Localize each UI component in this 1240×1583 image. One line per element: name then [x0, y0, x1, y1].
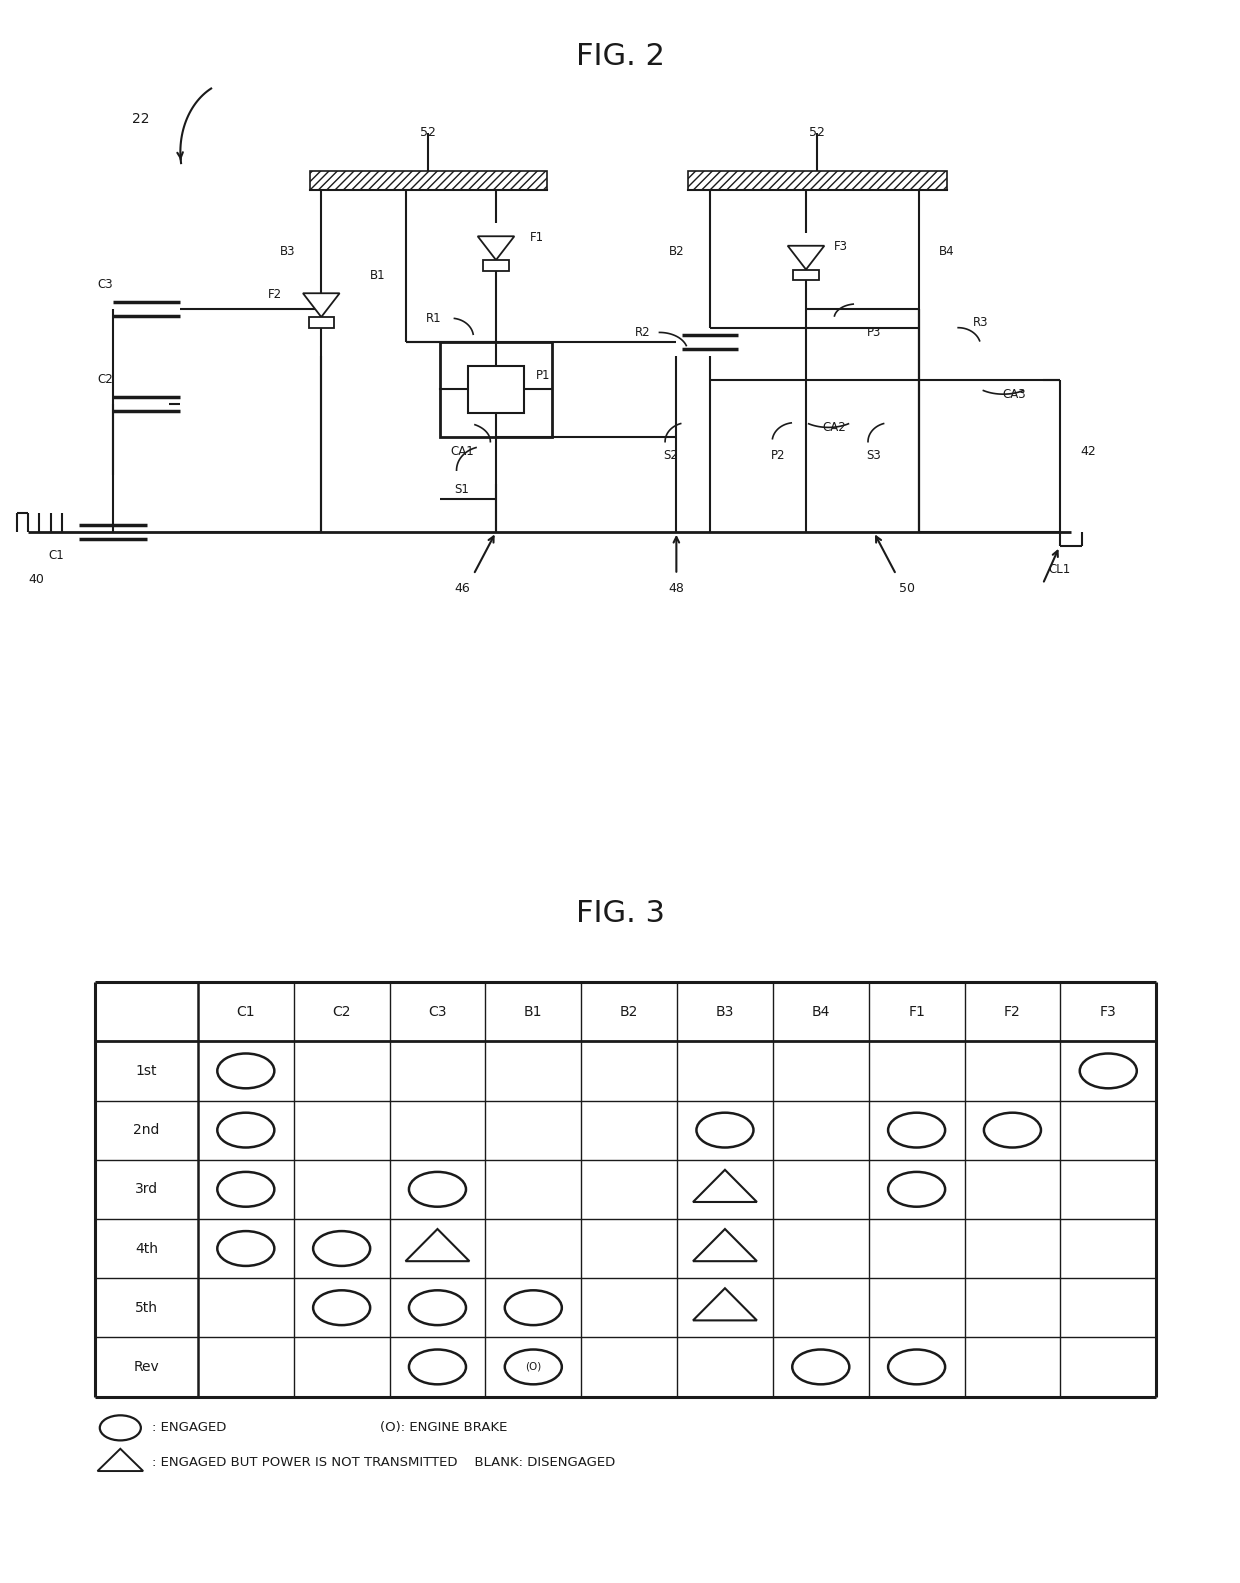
Text: : ENGAGED BUT POWER IS NOT TRANSMITTED    BLANK: DISENGAGED: : ENGAGED BUT POWER IS NOT TRANSMITTED B…: [153, 1456, 615, 1469]
Text: 42: 42: [1080, 445, 1096, 457]
Text: 50: 50: [899, 583, 915, 595]
Text: FIG. 3: FIG. 3: [575, 899, 665, 928]
Text: (O): (O): [526, 1361, 542, 1372]
Bar: [484, 260, 508, 271]
Text: B1: B1: [525, 1005, 543, 1019]
Text: R3: R3: [973, 317, 988, 329]
Polygon shape: [787, 245, 825, 269]
Polygon shape: [303, 293, 340, 317]
Text: : ENGAGED: : ENGAGED: [153, 1422, 227, 1434]
Text: S3: S3: [867, 450, 880, 462]
Text: 2nd: 2nd: [134, 1122, 160, 1137]
Text: B2: B2: [620, 1005, 639, 1019]
Text: R2: R2: [635, 326, 650, 339]
Text: 52: 52: [810, 127, 825, 139]
Text: F2: F2: [268, 288, 281, 301]
Text: C1: C1: [237, 1005, 255, 1019]
Text: C2: C2: [332, 1005, 351, 1019]
Bar: [310, 171, 547, 190]
Text: 48: 48: [668, 583, 684, 595]
Text: 22: 22: [133, 112, 150, 125]
Bar: [794, 269, 818, 280]
Text: 5th: 5th: [135, 1301, 157, 1315]
Bar: [440, 342, 552, 437]
Text: F1: F1: [529, 231, 544, 244]
Text: P3: P3: [867, 326, 880, 339]
Bar: [309, 317, 334, 328]
Text: C2: C2: [97, 374, 113, 386]
Text: CA2: CA2: [822, 421, 846, 434]
Text: 40: 40: [29, 573, 45, 586]
Text: CA3: CA3: [1003, 388, 1027, 400]
Text: 4th: 4th: [135, 1241, 157, 1255]
Text: 52: 52: [420, 127, 436, 139]
Text: Rev: Rev: [134, 1360, 160, 1374]
Text: (O): ENGINE BRAKE: (O): ENGINE BRAKE: [381, 1422, 508, 1434]
Text: F2: F2: [1004, 1005, 1021, 1019]
Text: CL1: CL1: [1049, 564, 1071, 576]
Text: F1: F1: [908, 1005, 925, 1019]
Text: B2: B2: [668, 245, 684, 258]
Text: F3: F3: [835, 241, 848, 253]
Text: P2: P2: [770, 450, 785, 462]
Text: 46: 46: [454, 583, 470, 595]
Text: CA1: CA1: [450, 445, 474, 457]
Text: B4: B4: [939, 245, 955, 258]
Bar: [467, 366, 525, 413]
Text: B3: B3: [715, 1005, 734, 1019]
Text: B3: B3: [280, 245, 295, 258]
Text: FIG. 2: FIG. 2: [575, 43, 665, 71]
Text: F3: F3: [1100, 1005, 1117, 1019]
Polygon shape: [477, 236, 515, 260]
Text: C3: C3: [97, 279, 113, 291]
Text: R1: R1: [427, 312, 441, 325]
Text: P1: P1: [536, 369, 551, 382]
Text: S2: S2: [663, 450, 678, 462]
Text: S1: S1: [455, 483, 470, 495]
Text: B4: B4: [812, 1005, 830, 1019]
Text: B1: B1: [370, 269, 386, 282]
Text: 3rd: 3rd: [135, 1183, 159, 1197]
Text: C3: C3: [428, 1005, 446, 1019]
Text: 1st: 1st: [136, 1064, 157, 1078]
Text: C1: C1: [48, 549, 64, 562]
Bar: [688, 171, 947, 190]
